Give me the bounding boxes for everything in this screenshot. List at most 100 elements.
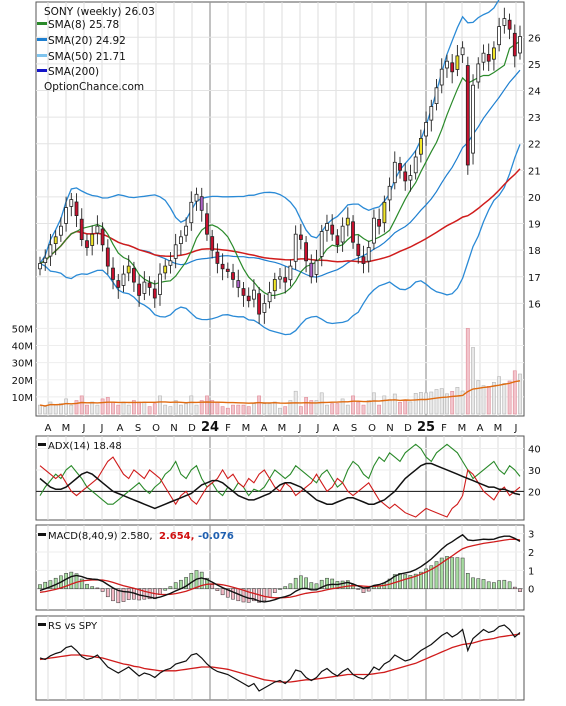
candle-body <box>377 218 382 227</box>
volume-bar <box>518 373 522 415</box>
candle-body <box>366 247 371 262</box>
macd-histogram-bar <box>455 557 460 589</box>
macd-histogram-bar <box>465 573 470 589</box>
candle-body <box>105 247 110 267</box>
macd-signal-label: 2.654, <box>159 531 194 542</box>
watermark: OptionChance.com <box>44 81 144 93</box>
candle-body <box>418 137 423 155</box>
volume-bar <box>471 347 475 415</box>
volume-bar <box>58 403 63 415</box>
volume-bar <box>465 328 470 415</box>
volume-average-line <box>39 380 521 407</box>
x-month-label: M <box>278 423 287 434</box>
candle-body <box>178 236 183 245</box>
candle-body <box>152 288 157 299</box>
macd-histogram-bar <box>408 575 413 589</box>
macd-histogram-bar <box>356 588 361 590</box>
sma8-line <box>39 40 521 296</box>
candle-body <box>325 223 329 231</box>
candle-body <box>205 213 209 235</box>
candle-body <box>126 265 131 274</box>
price-tick-label: 23 <box>528 113 541 124</box>
candle-body <box>481 52 486 63</box>
volume-bar <box>356 401 361 415</box>
macd-histogram-bar <box>283 586 288 589</box>
volume-bar <box>189 395 194 415</box>
candle-body <box>309 262 314 278</box>
volume-bar <box>205 395 209 415</box>
bollinger-lower-band <box>39 144 521 336</box>
sma50-line <box>39 168 521 265</box>
candle-body <box>345 217 350 226</box>
legend-sma200: SMA(200) <box>48 66 99 78</box>
macd-histogram-bar <box>267 588 272 598</box>
candle-body <box>173 244 178 259</box>
macd-histogram-bar <box>497 580 501 589</box>
candle-body <box>429 106 434 121</box>
candle-body <box>335 235 340 246</box>
macd-histogram-bar <box>319 579 324 589</box>
macd-histogram-bar <box>272 588 277 593</box>
volume-bar <box>304 397 309 415</box>
macd-histogram-bar <box>309 582 314 589</box>
macd-histogram-bar <box>126 588 131 600</box>
legend-sma8: SMA(8) 25.78 <box>48 19 119 31</box>
candle-body <box>392 161 397 184</box>
candle-body <box>272 278 277 292</box>
volume-bar <box>137 401 142 415</box>
candle-body <box>518 36 522 54</box>
macd-histogram-bar <box>105 588 110 598</box>
macd-histogram-bar <box>163 588 168 591</box>
adx-tick-label: 30 <box>528 466 541 477</box>
legend-sma50: SMA(50) 21.71 <box>48 51 126 63</box>
x-month-label: F <box>225 423 231 434</box>
candle-body <box>371 217 376 244</box>
adx-label: ADX(14) 18.48 <box>48 441 122 452</box>
x-month-label: O <box>152 423 160 434</box>
candle-body <box>168 260 173 266</box>
rs-line <box>39 624 521 692</box>
macd-histogram-bar <box>199 571 204 589</box>
volume-tick-label: 40M <box>12 342 33 353</box>
macd-histogram-bar <box>419 571 423 589</box>
candle-body <box>69 199 74 207</box>
legend-swatch-sma8 <box>37 22 47 25</box>
macd-histogram-bar <box>429 565 434 589</box>
candle-body <box>85 240 89 248</box>
volume-bar <box>152 403 157 415</box>
volume-bar <box>507 380 512 415</box>
macd-histogram-bar <box>507 581 512 589</box>
candle-body <box>267 292 272 303</box>
candle-body <box>64 207 68 224</box>
macd-histogram-bar <box>100 588 105 592</box>
rs-panel-frame <box>35 615 525 701</box>
candle-body <box>319 231 324 257</box>
volume-bar <box>387 399 392 415</box>
volume-bar <box>319 392 324 415</box>
macd-histogram-bar <box>90 586 95 589</box>
volume-bar <box>147 406 152 415</box>
candle-body <box>74 201 79 217</box>
macd-histogram-bar <box>220 588 225 596</box>
macd-histogram-bar <box>173 582 178 589</box>
macd-histogram-bar <box>361 588 366 593</box>
macd-swatch <box>38 533 46 536</box>
adx-line <box>39 462 521 510</box>
macd-histogram-bar <box>481 579 486 589</box>
volume-bar <box>252 403 256 415</box>
macd-line <box>39 533 521 603</box>
axis-labels: A M J J A S O N D 24 F M A M J J A S O N D 25 F M A M J26252423222… <box>12 33 541 595</box>
macd-histogram-bar <box>231 588 235 600</box>
adx-swatch <box>38 443 46 446</box>
volume-bar <box>450 390 455 415</box>
volume-bar <box>314 400 319 415</box>
candle-body <box>147 282 152 288</box>
macd-histogram-bar <box>85 583 89 589</box>
candle-body <box>283 277 288 283</box>
volume-bar <box>345 404 350 415</box>
volume-bar <box>398 401 402 415</box>
candle-body <box>137 283 142 296</box>
candle-body <box>491 47 496 60</box>
macd-histogram-bar <box>518 588 522 592</box>
